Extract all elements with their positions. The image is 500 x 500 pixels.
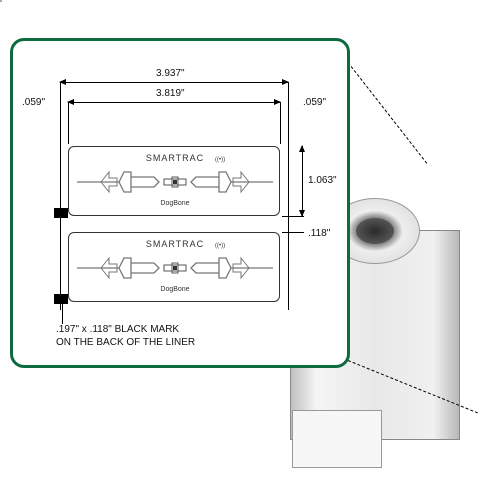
rfid-label-2: SMARTRAC ((•)) DogBone xyxy=(68,232,280,302)
dim-gap-text: .118" xyxy=(308,228,330,239)
note-line-1: .197" x .118" BLACK MARK xyxy=(56,324,179,335)
roll-core xyxy=(356,218,394,244)
dim-gap-tick-2 xyxy=(282,232,304,233)
projection-line-top xyxy=(348,62,428,163)
note-leader xyxy=(62,304,63,324)
ext-line-ow-right xyxy=(288,82,289,142)
dim-inner-width-text: 3.819" xyxy=(156,88,185,99)
dim-outer-width-text: 3.937" xyxy=(156,68,185,79)
dim-inner-width-line xyxy=(68,102,280,103)
note-line-2: ON THE BACK OF THE LINER xyxy=(56,337,195,348)
roll-hanging-tag xyxy=(292,410,382,468)
dim-height-text: 1.063" xyxy=(308,175,337,186)
liner-right-edge xyxy=(288,140,289,310)
dim-gap-tick-1 xyxy=(282,216,304,217)
rfid-antenna-svg-1: SMARTRAC ((•)) DogBone xyxy=(69,147,280,216)
label-model-1: DogBone xyxy=(160,200,189,207)
label-model-2: DogBone xyxy=(160,286,189,293)
ext-line-iw-right xyxy=(280,102,281,144)
chip-die-1 xyxy=(173,180,177,184)
label-wave-icon-2: ((•)) xyxy=(215,243,225,249)
label-wave-icon-1: ((•)) xyxy=(215,157,225,163)
liner-left-edge xyxy=(60,140,61,310)
rfid-label-1: SMARTRAC ((•)) DogBone xyxy=(68,146,280,216)
black-mark-2 xyxy=(54,294,68,304)
black-mark-note: .197" x .118" BLACK MARK ON THE BACK OF … xyxy=(56,324,195,349)
ext-line-ow-left xyxy=(60,82,61,142)
black-mark-1 xyxy=(54,208,68,218)
rfid-antenna-svg-2: SMARTRAC ((•)) DogBone xyxy=(69,233,280,302)
ext-line-iw-left xyxy=(68,102,69,144)
dim-margin-left-text: .059" xyxy=(22,97,45,108)
label-brand-1: SMARTRAC xyxy=(146,153,204,163)
label-brand-2: SMARTRAC xyxy=(146,239,204,249)
dim-margin-right-text: .059" xyxy=(303,97,326,108)
diagram-canvas: 3.937" 3.819" .059" .059" 1.063" .118" S… xyxy=(0,0,500,500)
roll-top-ellipse xyxy=(0,0,2,2)
dim-outer-width-line xyxy=(60,82,288,83)
chip-die-2 xyxy=(173,266,177,270)
dim-height-line xyxy=(302,146,303,216)
